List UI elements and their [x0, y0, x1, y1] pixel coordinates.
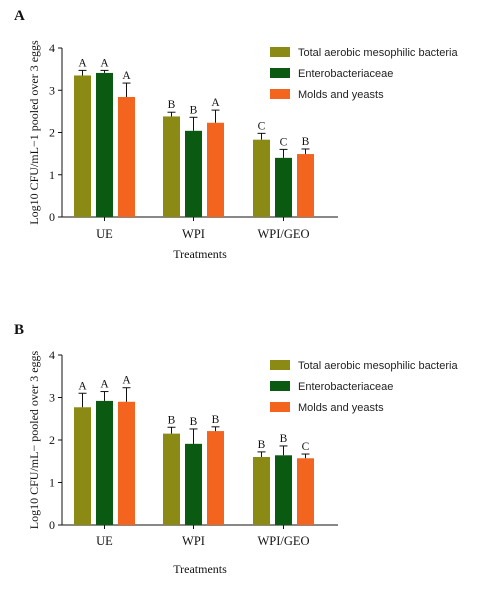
x-tick-label: UE — [96, 227, 113, 241]
significance-letter: C — [280, 136, 288, 148]
bar — [185, 130, 202, 217]
x-tick-label: UE — [96, 534, 113, 548]
y-tick-label: 4 — [49, 348, 55, 362]
y-tick-label: 2 — [49, 433, 55, 447]
y-tick-label: 1 — [49, 476, 55, 490]
legend-swatch — [270, 402, 290, 412]
bar — [207, 122, 224, 217]
y-axis-title: Log10 CFU/mL− pooled over 3 eggs — [27, 350, 41, 529]
bar — [118, 401, 135, 525]
significance-letter: B — [212, 414, 220, 426]
bar — [297, 458, 314, 525]
y-tick-label: 0 — [49, 210, 55, 224]
legend-label: Total aerobic mesophilic bacteria — [298, 360, 458, 372]
significance-letter: B — [302, 136, 310, 148]
bar — [74, 75, 91, 218]
significance-letter: A — [100, 379, 109, 391]
legend-swatch — [270, 68, 290, 78]
legend-label: Molds and yeasts — [298, 402, 384, 414]
significance-letter: C — [258, 120, 266, 132]
legend: Total aerobic mesophilic bacteria Enterob… — [270, 360, 458, 414]
significance-letter: B — [190, 104, 198, 116]
panel-b: B 0 1 2 3 4 A A A UE B B B WPI B B C WPI/GEO Treatments Log… — [14, 322, 458, 576]
legend-label: Enterobacteriaceae — [298, 381, 393, 393]
legend-label: Enterobacteriaceae — [298, 68, 393, 80]
significance-letter: B — [258, 439, 266, 451]
legend: Total aerobic mesophilic bacteria Enterob… — [270, 47, 458, 101]
bar — [253, 139, 270, 217]
bar — [163, 116, 180, 217]
significance-letter: B — [168, 414, 176, 426]
legend-swatch — [270, 47, 290, 57]
panel-label: B — [14, 322, 24, 338]
significance-letter: A — [100, 57, 109, 69]
bar — [185, 443, 202, 525]
legend-label: Total aerobic mesophilic bacteria — [298, 47, 458, 59]
y-tick-label: 2 — [49, 126, 55, 140]
panel-label: A — [14, 8, 25, 24]
y-tick-label: 3 — [49, 391, 55, 405]
significance-letter: B — [168, 99, 176, 111]
x-tick-label: WPI — [182, 534, 205, 548]
bar — [253, 457, 270, 525]
significance-letter: B — [280, 433, 288, 445]
significance-letter: A — [122, 70, 131, 82]
significance-letter: A — [211, 97, 220, 109]
bar — [275, 455, 292, 525]
bar — [163, 433, 180, 525]
legend-swatch — [270, 381, 290, 391]
x-tick-label: WPI/GEO — [257, 534, 309, 548]
y-axis-title: Log10 CFU/mL−1 pooled over 3 eggs — [27, 40, 41, 225]
x-tick-label: WPI/GEO — [257, 227, 309, 241]
y-tick-label: 0 — [49, 518, 55, 532]
x-axis-title: Treatments — [173, 247, 227, 261]
bar — [96, 400, 113, 525]
bar — [118, 97, 135, 217]
significance-letter: A — [78, 57, 87, 69]
bar — [275, 157, 292, 217]
legend-swatch — [270, 89, 290, 99]
significance-letter: C — [302, 441, 310, 453]
panel-a: A 0 1 2 3 4 A A A UE B B A WPI C C B WPI/GEO Treatments Log… — [14, 8, 458, 261]
legend-label: Molds and yeasts — [298, 89, 384, 101]
y-tick-label: 3 — [49, 83, 55, 97]
x-axis-title: Treatments — [173, 562, 227, 576]
x-tick-label: WPI — [182, 227, 205, 241]
bar — [74, 407, 91, 525]
significance-letter: A — [78, 380, 87, 392]
bar — [207, 431, 224, 525]
significance-letter: A — [122, 375, 131, 387]
bar — [297, 154, 314, 217]
y-tick-label: 4 — [49, 41, 55, 55]
y-tick-label: 1 — [49, 168, 55, 182]
legend-swatch — [270, 360, 290, 370]
bar — [96, 72, 113, 218]
significance-letter: B — [190, 416, 198, 428]
